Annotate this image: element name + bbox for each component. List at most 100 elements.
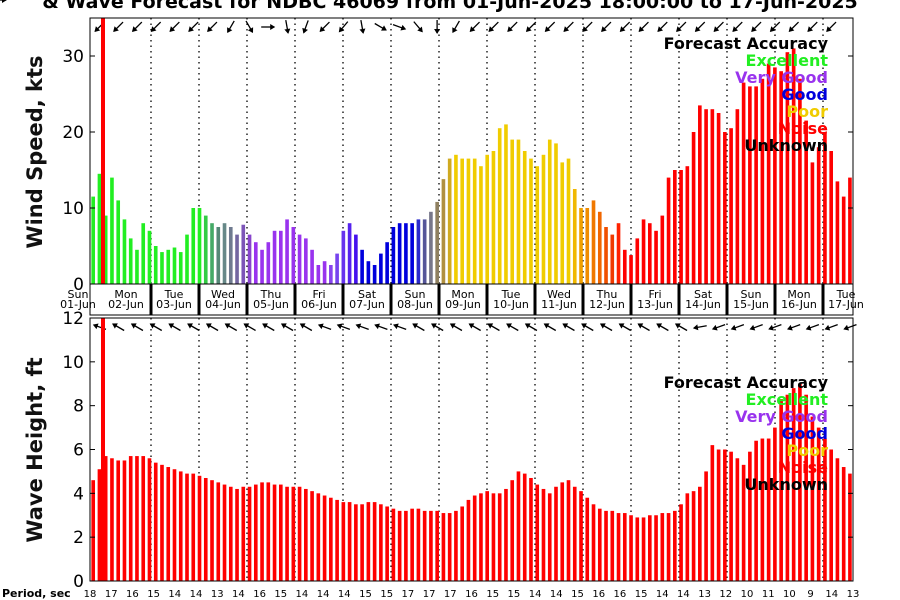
date-label: 07-Jun bbox=[349, 298, 385, 311]
bar bbox=[216, 482, 221, 582]
bar bbox=[810, 162, 815, 284]
direction-arrow bbox=[169, 21, 180, 32]
bar bbox=[466, 158, 471, 284]
bar bbox=[141, 223, 146, 284]
bar bbox=[385, 506, 389, 581]
bar bbox=[260, 249, 264, 284]
bar bbox=[185, 234, 189, 284]
direction-arrow bbox=[543, 323, 557, 332]
period-value: 18 bbox=[84, 589, 97, 600]
legend-entry: Excellent bbox=[746, 390, 829, 409]
bar bbox=[422, 510, 427, 581]
bar bbox=[479, 166, 483, 284]
period-value: 15 bbox=[274, 589, 287, 600]
bar bbox=[698, 486, 702, 581]
bar bbox=[560, 162, 565, 284]
bar bbox=[110, 458, 114, 581]
bar bbox=[779, 71, 783, 284]
bar bbox=[647, 515, 652, 581]
bar bbox=[197, 208, 202, 284]
bar bbox=[547, 139, 552, 284]
direction-arrow bbox=[374, 323, 388, 331]
direction-arrow bbox=[582, 21, 593, 32]
bar bbox=[347, 223, 352, 284]
period-value: 16 bbox=[253, 589, 266, 600]
bar bbox=[679, 170, 683, 284]
bar bbox=[597, 211, 602, 284]
bar bbox=[647, 223, 652, 284]
period-value: 14 bbox=[190, 589, 203, 600]
bar bbox=[510, 139, 515, 284]
direction-arrow bbox=[0, 0, 7, 3]
wind-direction-arrows bbox=[0, 0, 837, 34]
bar bbox=[723, 132, 727, 284]
bar bbox=[397, 510, 402, 581]
bar bbox=[416, 508, 421, 581]
bar bbox=[291, 486, 296, 581]
bar bbox=[560, 482, 565, 582]
bar bbox=[310, 249, 314, 284]
direction-arrow bbox=[412, 323, 425, 332]
direction-arrow bbox=[787, 323, 801, 331]
bar bbox=[579, 491, 583, 581]
direction-arrow bbox=[452, 20, 460, 34]
bar bbox=[766, 63, 771, 284]
bar bbox=[848, 177, 852, 284]
bar bbox=[297, 486, 302, 581]
date-label: 12-Jun bbox=[589, 298, 625, 311]
bar bbox=[153, 462, 158, 581]
period-value: 16 bbox=[465, 589, 478, 600]
bar bbox=[529, 158, 533, 284]
bar bbox=[429, 211, 433, 284]
bar bbox=[685, 493, 690, 581]
bar bbox=[766, 438, 771, 581]
period-value: 15 bbox=[486, 589, 499, 600]
direction-arrow bbox=[355, 323, 369, 331]
day-name-label: Tue bbox=[164, 288, 184, 301]
day-name-label: Sat bbox=[694, 288, 713, 301]
day-name-label: Tue bbox=[501, 288, 521, 301]
bar bbox=[566, 158, 571, 284]
bar bbox=[304, 238, 308, 284]
bar bbox=[404, 510, 408, 581]
bar bbox=[279, 484, 283, 581]
wave-direction-arrows bbox=[92, 323, 857, 332]
bar bbox=[429, 510, 433, 581]
bar bbox=[716, 449, 721, 581]
bar bbox=[366, 502, 371, 581]
bar bbox=[260, 482, 264, 582]
bar bbox=[823, 438, 827, 581]
period-row: Period, sec 18 17 16 15 14 14 13 14 16 15 14 14 14 15… bbox=[2, 587, 859, 600]
bar bbox=[716, 113, 721, 284]
direction-arrow bbox=[676, 21, 687, 32]
bar bbox=[710, 109, 715, 284]
bar bbox=[122, 460, 127, 581]
bar bbox=[616, 223, 621, 284]
bar bbox=[329, 265, 333, 284]
bar bbox=[479, 493, 483, 581]
bar bbox=[485, 154, 490, 284]
direction-arrow bbox=[261, 24, 276, 30]
period-value: 10 bbox=[741, 589, 754, 600]
date-label: 17-Jun bbox=[828, 298, 864, 311]
direction-arrow bbox=[336, 323, 351, 331]
date-label: 10-Jun bbox=[493, 298, 529, 311]
bar bbox=[666, 513, 671, 581]
direction-arrow bbox=[826, 21, 837, 32]
bar bbox=[160, 252, 164, 284]
bar bbox=[654, 515, 658, 581]
bar bbox=[804, 120, 808, 284]
bar bbox=[410, 508, 414, 581]
period-value: 17 bbox=[402, 589, 415, 600]
bar bbox=[316, 493, 321, 581]
day-name-label: Fri bbox=[312, 288, 325, 301]
date-label: 13-Jun bbox=[637, 298, 673, 311]
bar bbox=[147, 230, 152, 284]
bar bbox=[241, 486, 246, 581]
period-value: 14 bbox=[232, 589, 245, 600]
bar bbox=[216, 227, 221, 284]
bar bbox=[798, 383, 802, 581]
period-value: 17 bbox=[444, 589, 457, 600]
legend-title: Forecast Accuracy bbox=[664, 34, 829, 53]
bar bbox=[773, 67, 777, 285]
